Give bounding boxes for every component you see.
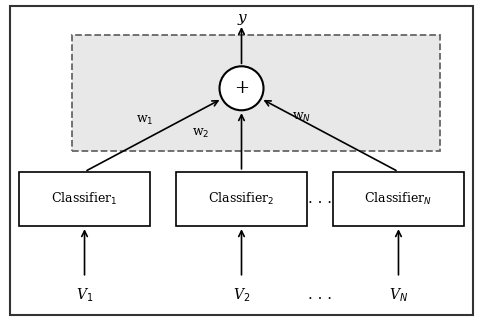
- Text: V$_{1}$: V$_{1}$: [76, 287, 93, 304]
- Bar: [176, 172, 307, 226]
- Bar: [72, 35, 440, 151]
- Text: Classifier$_{N}$: Classifier$_{N}$: [364, 191, 433, 207]
- Text: . . .: . . .: [308, 288, 332, 302]
- Bar: [19, 172, 150, 226]
- Ellipse shape: [219, 66, 264, 110]
- Text: Classifier$_{1}$: Classifier$_{1}$: [51, 191, 118, 207]
- Text: V$_{N}$: V$_{N}$: [389, 287, 408, 304]
- Text: Classifier$_{2}$: Classifier$_{2}$: [208, 191, 275, 207]
- Text: . . .: . . .: [308, 192, 332, 206]
- Bar: [333, 172, 464, 226]
- Text: w$_{N}$: w$_{N}$: [292, 111, 312, 124]
- Text: V$_{2}$: V$_{2}$: [233, 287, 250, 304]
- Text: w$_{2}$: w$_{2}$: [192, 127, 209, 140]
- Text: w$_{1}$: w$_{1}$: [136, 114, 154, 127]
- Text: y: y: [237, 11, 246, 25]
- Text: +: +: [234, 79, 249, 97]
